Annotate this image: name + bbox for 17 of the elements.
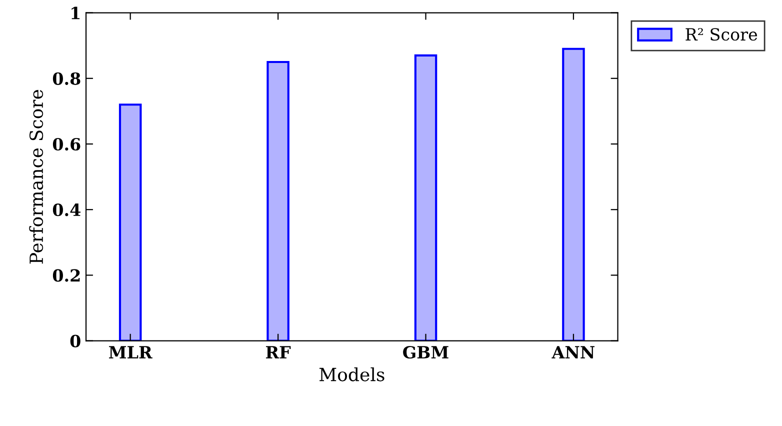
x-tick-label: ANN — [552, 346, 594, 358]
x-axis-title: Models — [319, 367, 384, 382]
y-tick-label: 0.8 — [52, 72, 80, 85]
bar — [414, 54, 438, 341]
y-tick-label: 0.2 — [52, 269, 80, 282]
y-tick-label: 0.4 — [52, 204, 80, 216]
x-tick-label: RF — [266, 346, 291, 358]
y-tick-label: 0 — [70, 334, 80, 348]
bar — [118, 104, 142, 341]
bar — [266, 60, 290, 341]
x-tick-label: MLR — [109, 346, 152, 358]
x-tick-label: GBM — [403, 346, 448, 359]
y-tick-label: 1 — [72, 6, 80, 20]
y-axis-title: Performance Score — [29, 90, 44, 264]
legend-label: R² Score — [686, 28, 758, 41]
y-tick-label: 0.6 — [52, 138, 80, 151]
bar — [562, 48, 585, 341]
